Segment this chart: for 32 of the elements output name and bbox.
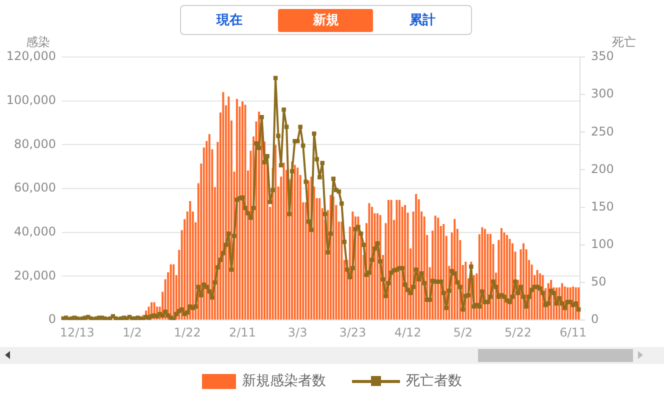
x-tick-label: 2/11 <box>228 325 256 340</box>
y2-tick-label: 150 <box>591 199 614 214</box>
y2-tick-label: 100 <box>591 236 614 251</box>
y-tick-label: 80,000 <box>14 136 56 151</box>
y-tick-label: 20,000 <box>14 268 56 282</box>
x-tick-label: 5/22 <box>504 325 532 340</box>
y2-tick-label: 350 <box>591 49 614 64</box>
text: 現在 <box>215 12 244 30</box>
y-tick-label: 40,000 <box>14 224 56 238</box>
x-tick-label: 3/3 <box>288 325 308 340</box>
y-tick-label: 60,000 <box>14 180 56 195</box>
y-axis-title: 感染 <box>26 35 50 50</box>
x-tick-label: 3/23 <box>339 325 366 340</box>
y-tick-label: 0 <box>48 312 56 326</box>
y2-tick-label: 200 <box>591 162 614 176</box>
y2-axis-title: 死亡 <box>612 35 636 50</box>
legend-label: 新規感染者数 <box>242 372 326 390</box>
y2-tick-label: 0 <box>591 312 599 326</box>
y2-tick-label: 50 <box>591 274 606 289</box>
text: 累計 <box>408 12 437 30</box>
x-tick-label: 4/12 <box>394 325 422 340</box>
y2-tick-label: 250 <box>591 124 614 138</box>
legend-label: 死亡者数 <box>406 372 462 390</box>
x-tick-label: 5/2 <box>453 325 473 340</box>
x-tick-label: 6/11 <box>560 325 587 340</box>
x-tick-label: 12/13 <box>60 325 94 340</box>
x-tick-label: 1/22 <box>174 325 201 340</box>
x-tick-label: 1/2 <box>122 325 142 340</box>
y-tick-label: 120,000 <box>6 49 56 64</box>
y2-tick-label: 300 <box>591 86 614 101</box>
y-tick-label: 100,000 <box>6 92 56 107</box>
text: 新規 <box>278 8 374 32</box>
